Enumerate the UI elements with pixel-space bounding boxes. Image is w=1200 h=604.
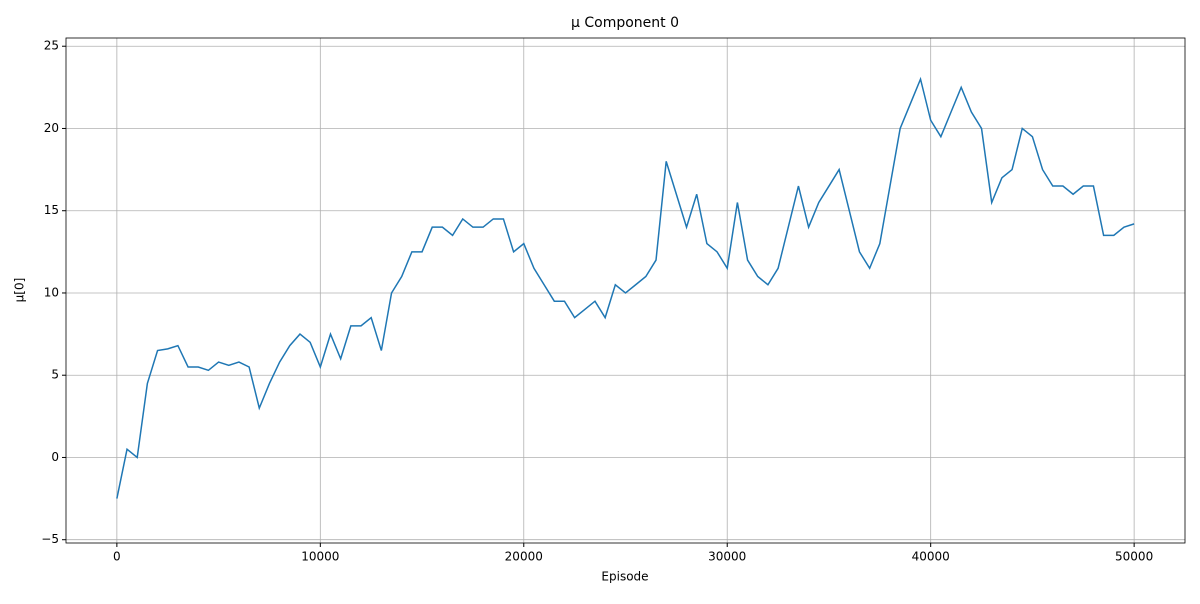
y-tick-label: 0 xyxy=(51,450,59,464)
y-tick-label: 5 xyxy=(51,368,59,382)
x-tick-label: 10000 xyxy=(301,550,339,564)
data-line xyxy=(116,76,1135,499)
y-tick-label: 20 xyxy=(44,121,59,135)
y-tick-label: 10 xyxy=(44,285,59,299)
x-tick-label: 20000 xyxy=(505,550,543,564)
x-tick-label: 30000 xyxy=(708,550,746,564)
y-tick-label: 15 xyxy=(44,203,59,217)
x-axis-label: Episode xyxy=(601,570,648,584)
chart-title: μ Component 0 xyxy=(571,15,679,31)
plot-frame xyxy=(65,37,1186,544)
x-tick-label: 0 xyxy=(113,550,121,564)
y-tick-label: 25 xyxy=(44,39,59,53)
y-tick-label: −5 xyxy=(41,532,59,546)
y-axis-label: μ[0] xyxy=(13,278,27,303)
x-tick-label: 50000 xyxy=(1115,550,1153,564)
x-tick-label: 40000 xyxy=(912,550,950,564)
